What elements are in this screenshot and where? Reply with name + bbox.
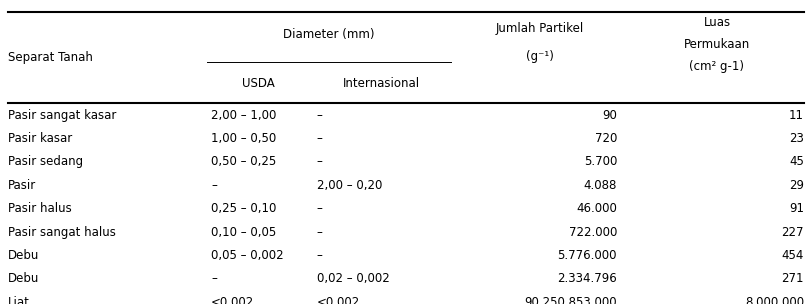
Text: 0,25 – 0,10: 0,25 – 0,10 xyxy=(211,202,277,215)
Text: –: – xyxy=(316,226,322,239)
Text: 8.000.000: 8.000.000 xyxy=(744,296,803,304)
Text: Pasir kasar: Pasir kasar xyxy=(8,132,72,145)
Text: Internasional: Internasional xyxy=(343,77,419,90)
Text: 2.334.796: 2.334.796 xyxy=(556,272,616,285)
Text: –: – xyxy=(211,272,217,285)
Text: Luas: Luas xyxy=(702,16,730,29)
Text: 45: 45 xyxy=(788,155,803,168)
Text: 720: 720 xyxy=(594,132,616,145)
Text: –: – xyxy=(211,179,217,192)
Text: –: – xyxy=(316,249,322,262)
Text: 722.000: 722.000 xyxy=(568,226,616,239)
Text: 23: 23 xyxy=(788,132,803,145)
Text: 11: 11 xyxy=(788,109,803,122)
Text: Jumlah Partikel: Jumlah Partikel xyxy=(496,22,583,35)
Text: 0,50 – 0,25: 0,50 – 0,25 xyxy=(211,155,276,168)
Text: 454: 454 xyxy=(780,249,803,262)
Text: USDA: USDA xyxy=(242,77,274,90)
Text: Liat: Liat xyxy=(8,296,30,304)
Text: Pasir halus: Pasir halus xyxy=(8,202,72,215)
Text: –: – xyxy=(316,109,322,122)
Text: Permukaan: Permukaan xyxy=(683,38,749,50)
Text: 0,10 – 0,05: 0,10 – 0,05 xyxy=(211,226,276,239)
Text: 90: 90 xyxy=(602,109,616,122)
Text: Debu: Debu xyxy=(8,272,40,285)
Text: Pasir sangat kasar: Pasir sangat kasar xyxy=(8,109,116,122)
Text: Diameter (mm): Diameter (mm) xyxy=(283,29,374,41)
Text: 2,00 – 1,00: 2,00 – 1,00 xyxy=(211,109,277,122)
Text: –: – xyxy=(316,155,322,168)
Text: –: – xyxy=(316,202,322,215)
Text: <0,002: <0,002 xyxy=(211,296,254,304)
Text: 227: 227 xyxy=(780,226,803,239)
Text: <0,002: <0,002 xyxy=(316,296,359,304)
Text: (g⁻¹): (g⁻¹) xyxy=(526,50,553,63)
Text: 5.700: 5.700 xyxy=(583,155,616,168)
Text: Pasir sangat halus: Pasir sangat halus xyxy=(8,226,116,239)
Text: 91: 91 xyxy=(788,202,803,215)
Text: 271: 271 xyxy=(780,272,803,285)
Text: 90.250.853.000: 90.250.853.000 xyxy=(524,296,616,304)
Text: 2,00 – 0,20: 2,00 – 0,20 xyxy=(316,179,382,192)
Text: Pasir sedang: Pasir sedang xyxy=(8,155,84,168)
Text: 5.776.000: 5.776.000 xyxy=(557,249,616,262)
Text: 4.088: 4.088 xyxy=(583,179,616,192)
Text: –: – xyxy=(316,132,322,145)
Text: 29: 29 xyxy=(788,179,803,192)
Text: Debu: Debu xyxy=(8,249,40,262)
Text: Pasir: Pasir xyxy=(8,179,36,192)
Text: 0,02 – 0,002: 0,02 – 0,002 xyxy=(316,272,389,285)
Text: 0,05 – 0,002: 0,05 – 0,002 xyxy=(211,249,283,262)
Text: 46.000: 46.000 xyxy=(576,202,616,215)
Text: 1,00 – 0,50: 1,00 – 0,50 xyxy=(211,132,276,145)
Text: (cm² g-1): (cm² g-1) xyxy=(689,60,744,73)
Text: Separat Tanah: Separat Tanah xyxy=(8,51,93,64)
